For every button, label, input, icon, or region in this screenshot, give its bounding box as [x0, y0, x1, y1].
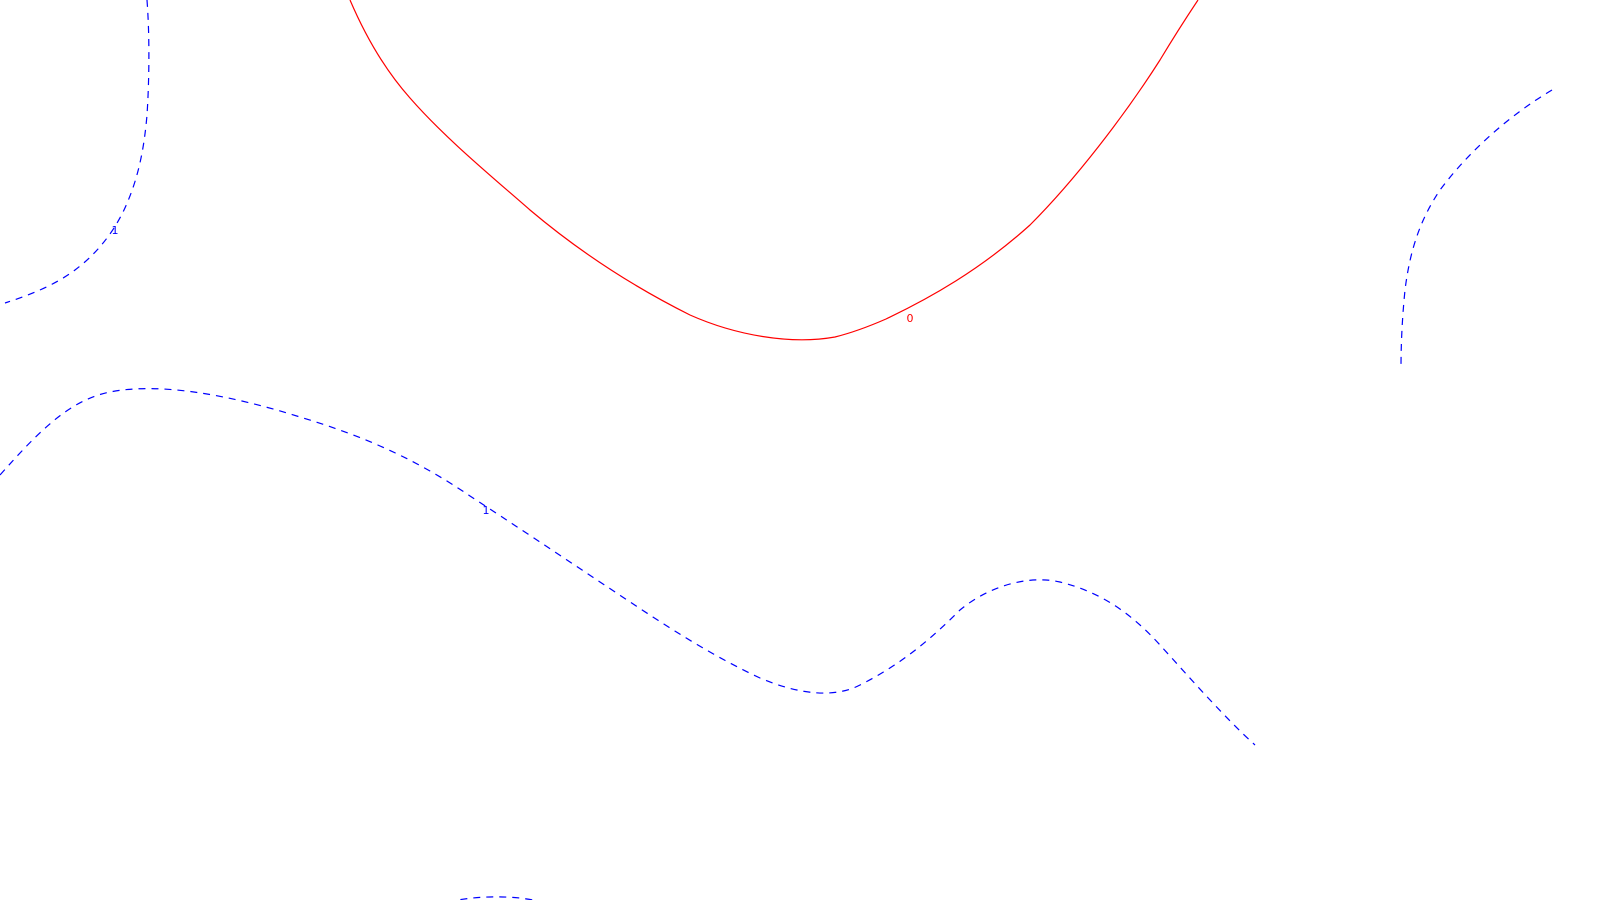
contour-line-level-1-right [1400, 89, 1553, 369]
contour-label-level-1-middle: 1 [483, 504, 490, 517]
contour-label-level-1-top-left: 1 [112, 224, 119, 237]
contour-line-level-0 [349, 0, 1199, 341]
contour-label-level-0: 0 [907, 312, 914, 325]
contour-line-level-1-top-left [4, 0, 150, 304]
contour-line-level-1-middle [0, 388, 1256, 746]
